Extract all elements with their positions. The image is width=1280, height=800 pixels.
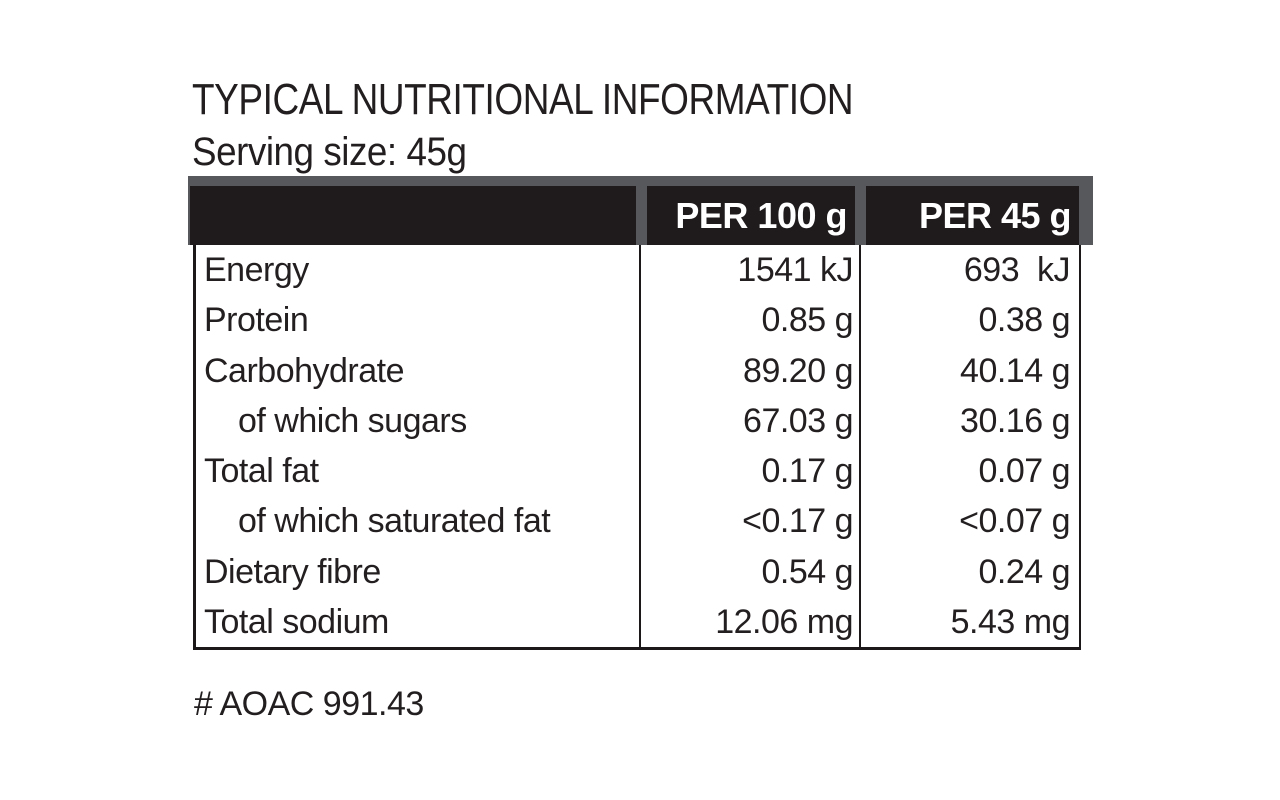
page-title: TYPICAL NUTRITIONAL INFORMATION — [192, 75, 854, 124]
table-row-energy: Energy 1541 kJ 693 kJ — [196, 245, 1079, 296]
header-cell-per-100g: PER 100 g — [647, 186, 855, 245]
row-label: Total fat — [204, 452, 319, 491]
table-header: PER 100 g PER 45 g — [188, 176, 1093, 245]
row-label: of which saturated fat — [238, 502, 551, 541]
row-value-per100: 0.85 g — [639, 295, 859, 346]
row-value-per45: 30.16 g — [859, 395, 1079, 446]
table-row-total-fat: Total fat 0.17 g 0.07 g — [196, 446, 1079, 497]
nutrition-table-body: Energy 1541 kJ 693 kJ Protein 0.85 g 0.3… — [193, 245, 1081, 650]
row-label: Protein — [204, 301, 309, 340]
header-cell-per-45g: PER 45 g — [866, 186, 1079, 245]
row-value-per45: 40.14 g — [859, 345, 1079, 396]
row-value-per45: 0.07 g — [859, 446, 1079, 497]
row-label: Total sodium — [204, 602, 389, 641]
row-value-per100: <0.17 g — [639, 496, 859, 547]
row-label: of which sugars — [238, 401, 467, 440]
row-value-per100: 0.17 g — [639, 446, 859, 497]
row-value-per45: 0.38 g — [859, 295, 1079, 346]
table-row-saturated-fat: of which saturated fat <0.17 g <0.07 g — [196, 496, 1079, 547]
row-value-per100: 67.03 g — [639, 395, 859, 446]
serving-size-text: Serving size: 45g — [192, 130, 467, 174]
row-value-per100: 12.06 mg — [639, 596, 859, 647]
row-value-per45: 5.43 mg — [859, 596, 1079, 647]
row-label: Dietary fibre — [204, 552, 381, 591]
table-row-carbohydrate: Carbohydrate 89.20 g 40.14 g — [196, 345, 1079, 396]
row-value-per100: 89.20 g — [639, 345, 859, 396]
table-row-dietary-fibre: Dietary fibre 0.54 g 0.24 g — [196, 546, 1079, 597]
row-value-per45: 693 kJ — [859, 245, 1079, 296]
row-label: Carbohydrate — [204, 351, 405, 390]
row-label: Energy — [204, 251, 309, 290]
aoac-footnote: # AOAC 991.43 — [194, 685, 424, 723]
row-value-per45: <0.07 g — [859, 496, 1079, 547]
row-value-per100: 0.54 g — [639, 546, 859, 597]
table-row-sugars: of which sugars 67.03 g 30.16 g — [196, 395, 1079, 446]
row-value-per45: 0.24 g — [859, 546, 1079, 597]
table-row-protein: Protein 0.85 g 0.38 g — [196, 295, 1079, 346]
header-cell-blank — [190, 186, 636, 245]
table-row-total-sodium: Total sodium 12.06 mg 5.43 mg — [196, 596, 1079, 647]
row-value-per100: 1541 kJ — [639, 245, 859, 296]
